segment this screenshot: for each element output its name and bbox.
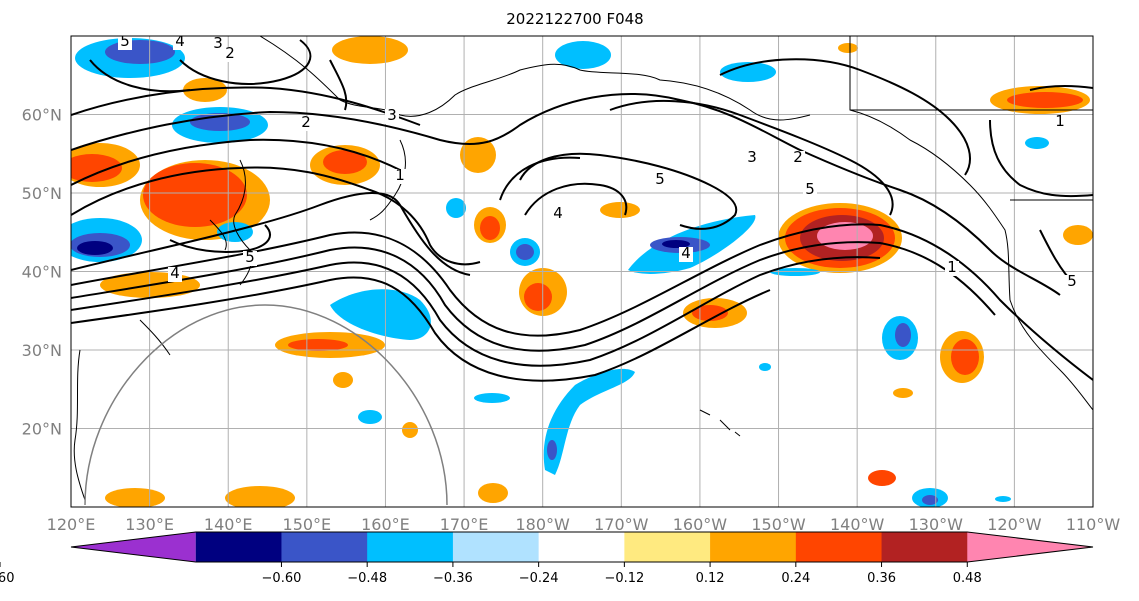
lon-tick-label: 110°W [1066,515,1121,534]
lat-tick-label: 30°N [22,341,62,360]
contour-label: 5 [120,32,130,50]
coastlines [73,36,1093,501]
colorbar-segment [538,532,625,562]
colorbar-tick-label: −0.24 [519,571,559,586]
lat-tick-label: 20°N [22,420,62,439]
map-title: 2022122700 F048 [506,10,643,28]
longitude-labels: 120°E 130°E 140°E 150°E 160°E 170°E 180°W 170°W… [47,515,1121,534]
contour-label: 2 [225,44,235,62]
contour-label: 2 [793,148,803,166]
lon-tick-label: 170°W [594,515,649,534]
lon-tick-label: 140°W [830,515,885,534]
lon-tick-label: 130°E [125,515,174,534]
lon-tick-label: 150°E [283,515,332,534]
contour-label: 3 [213,34,223,52]
contour-label: 4 [170,264,180,282]
colorbar-tick-label: 0.60 [0,571,14,586]
contour-label: 5 [245,248,255,266]
colorbar-segment [881,532,968,562]
range-circle [84,304,448,506]
contour-label: 1 [1055,112,1065,130]
map-frame [70,35,1094,508]
colorbar-tick-label: −0.12 [604,571,644,586]
lon-tick-label: 120°W [987,515,1042,534]
colorbar-tick-label: 0.24 [781,571,810,586]
contour-label: 5 [1067,272,1077,290]
lon-tick-label: 130°W [909,515,964,534]
colorbar-segment [452,532,540,562]
colorbar-segment [195,532,282,562]
colorbar-segment [367,532,454,562]
colorbar-tick-label: 0.12 [696,571,725,586]
lon-tick-label: 160°E [361,515,410,534]
lat-tick-label: 60°N [22,106,62,125]
colorbar-tick-label: −0.48 [347,571,387,586]
contour-label: 1 [395,166,405,184]
colorbar-segment [624,532,711,562]
lon-tick-label: 160°W [673,515,728,534]
colorbar-segment [281,532,368,562]
contour-label: 4 [553,204,563,222]
contour-label: 3 [747,148,757,166]
lon-tick-label: 180°W [516,515,571,534]
lon-tick-label: 170°E [440,515,489,534]
contour-label: 3 [387,106,397,124]
colorbar-segment [795,532,883,562]
contour-label: 5 [655,170,665,188]
lon-tick-label: 120°E [47,515,96,534]
contour-label: 4 [681,244,691,262]
lat-tick-label: 50°N [22,184,62,203]
colorbar-tick-label: −0.60 [262,571,302,586]
contour-lines [71,39,1093,382]
colorbar-tick-label: 0.36 [867,571,896,586]
colorbar-tick-label: 0.48 [953,571,982,586]
lon-tick-label: 150°W [751,515,806,534]
colorbar-tick-label: −0.36 [433,571,473,586]
contour-label: 5 [805,180,815,198]
colorbar: −0.60 −0.48 −0.36 −0.24 −0.12 0.12 0.24 0.36 0.4… [0,531,1094,586]
contour-label: 2 [301,113,311,131]
contour-label: 1 [947,258,957,276]
lon-tick-label: 140°E [204,515,253,534]
latitude-labels: 60°N 50°N 40°N 30°N 20°N [22,106,62,439]
lat-tick-label: 40°N [22,263,62,282]
contour-label: 4 [175,32,185,50]
colorbar-segment [710,532,797,562]
colorbar-extend-low [71,532,196,562]
colorbar-extend-high [967,532,1093,562]
